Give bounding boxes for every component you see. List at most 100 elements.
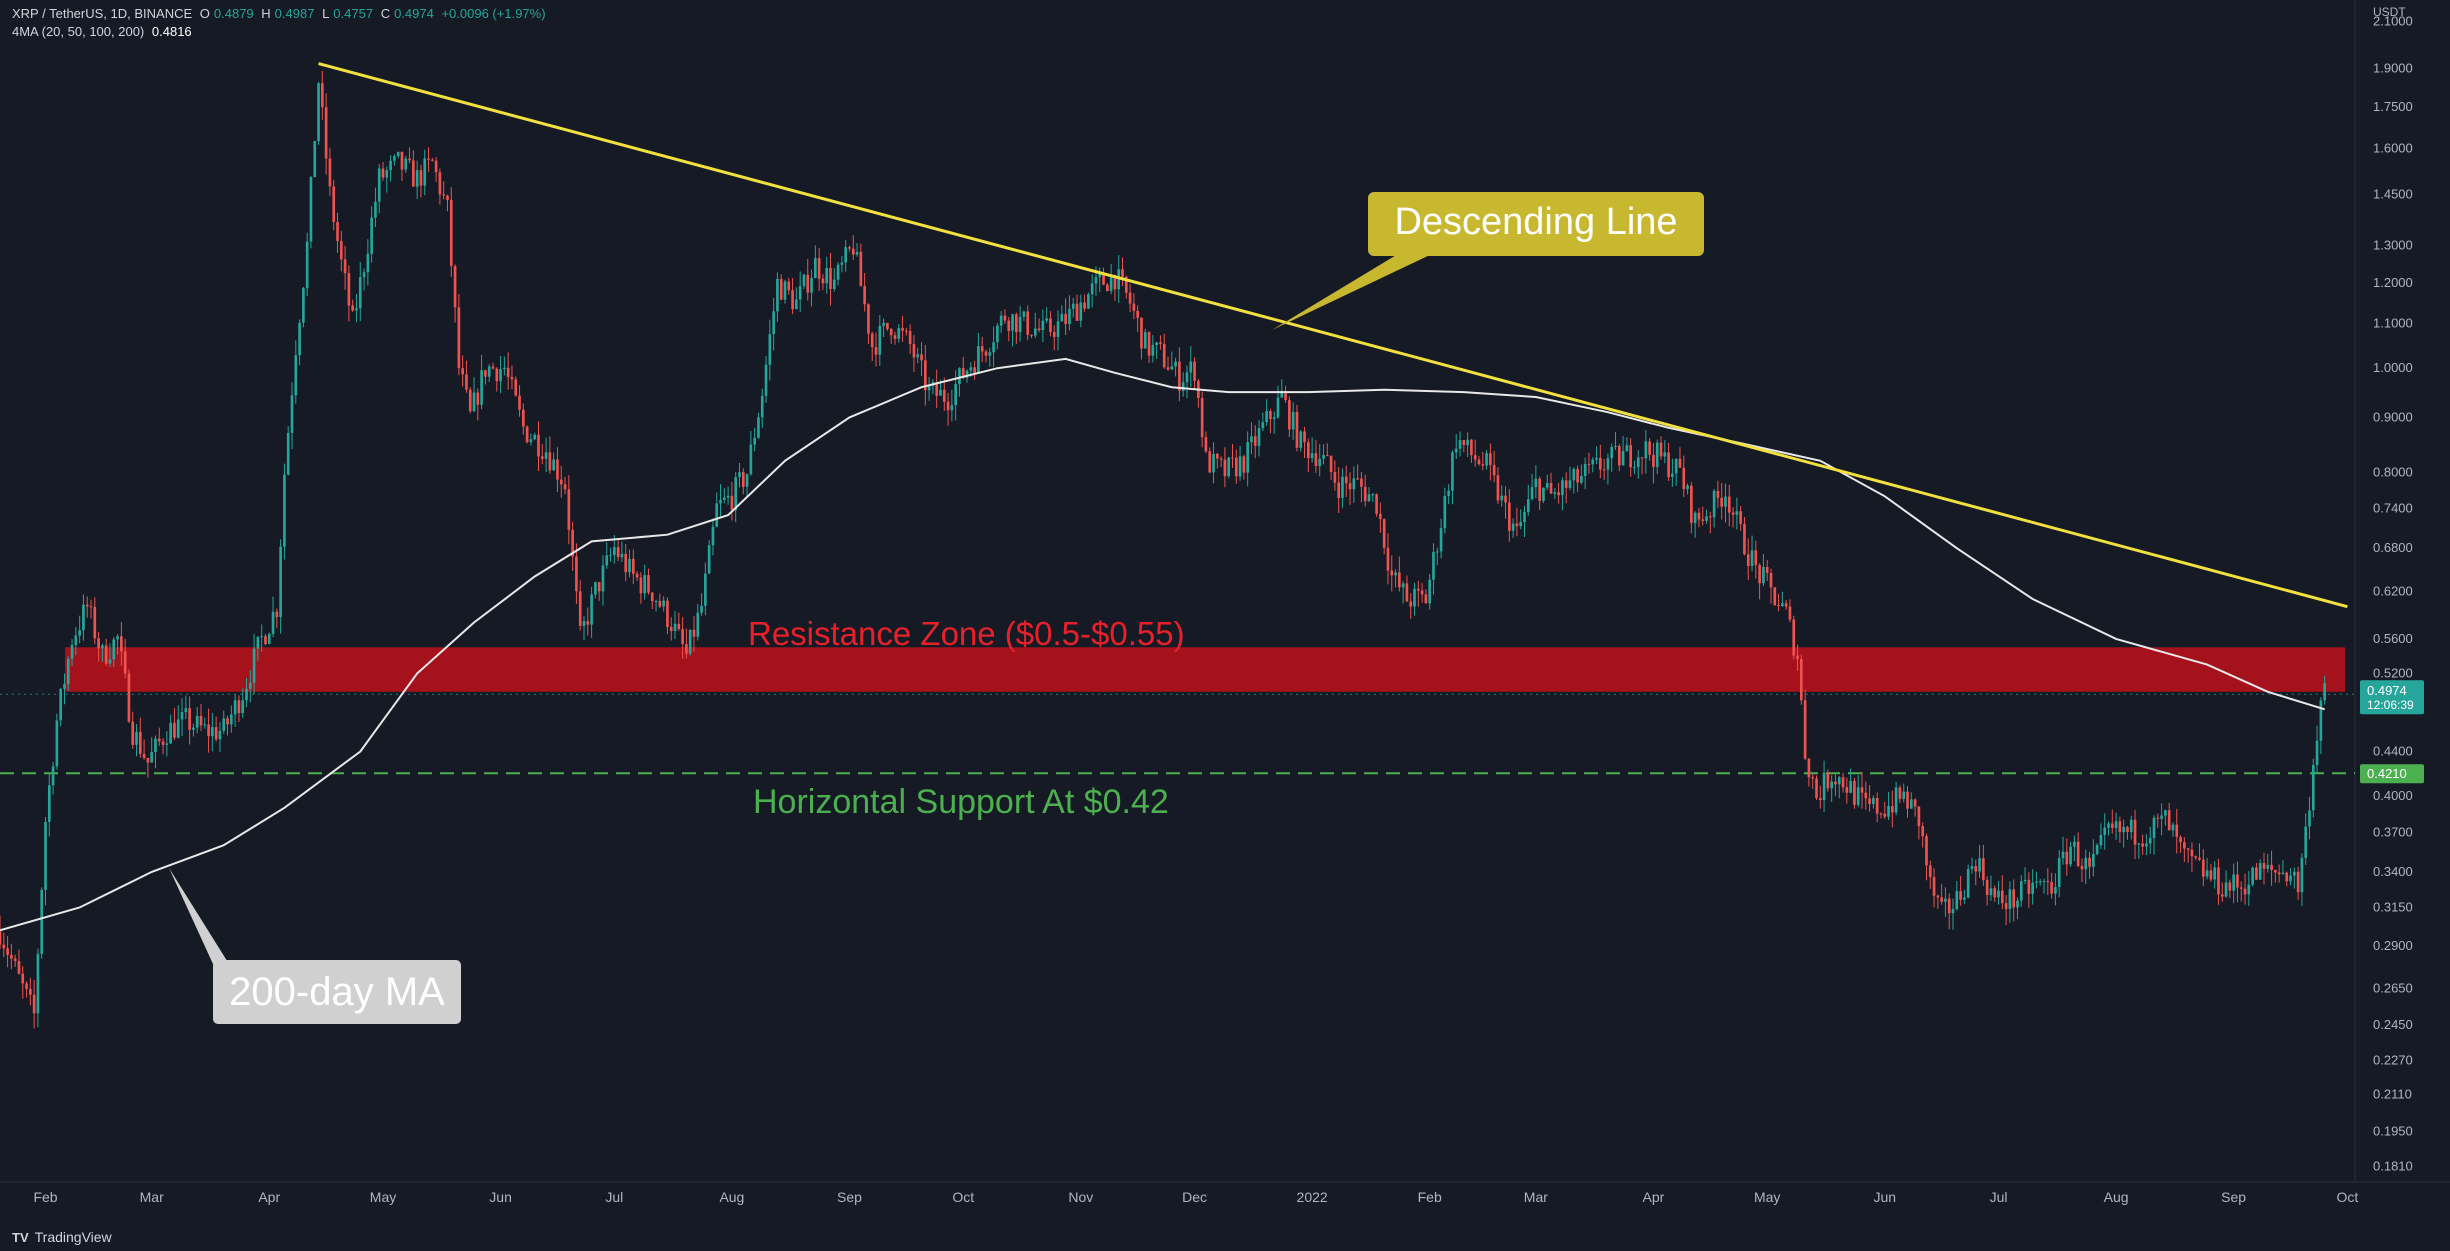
- candles: [0, 70, 2326, 1029]
- price-tick-label: 1.6000: [2373, 141, 2413, 156]
- candle-body: [2262, 863, 2266, 869]
- candle-body: [1564, 480, 1568, 488]
- indicator-legend[interactable]: 4MA (20, 50, 100, 200) 0.4816: [12, 24, 196, 39]
- candle-body: [1045, 318, 1048, 321]
- candle-body: [419, 170, 423, 186]
- candle-body: [2232, 874, 2235, 891]
- symbol-label[interactable]: XRP / TetherUS, 1D, BINANCE: [12, 6, 193, 21]
- ma200-line: [0, 357, 2325, 932]
- candle-body: [207, 724, 210, 737]
- candle-body: [1913, 799, 1917, 807]
- price-tick-label: 1.9000: [2373, 60, 2413, 75]
- candle-body: [2073, 841, 2076, 847]
- candle-body: [817, 258, 821, 279]
- candle-body: [1739, 511, 1742, 524]
- candle-body: [594, 582, 597, 595]
- candle-body: [2300, 857, 2304, 893]
- candle-body: [487, 366, 491, 377]
- candle-body: [2027, 879, 2031, 894]
- price-tick-label: 0.3150: [2373, 900, 2413, 915]
- candle-body: [1860, 787, 1864, 793]
- candle-body: [681, 629, 684, 645]
- candle-body: [112, 639, 116, 660]
- candle-body: [1534, 478, 1538, 488]
- candle-body: [954, 384, 957, 406]
- open-value: 0.4879: [213, 6, 254, 21]
- candle-body: [1458, 440, 1462, 449]
- candle-body: [950, 405, 954, 411]
- candle-body: [1940, 897, 1943, 902]
- candle-body: [2148, 838, 2152, 844]
- candle-body: [977, 346, 980, 373]
- candle-body: [70, 644, 74, 659]
- candle-body: [1322, 455, 1325, 459]
- candle-body: [2266, 864, 2270, 869]
- candle-body: [40, 889, 44, 954]
- candle-body: [472, 392, 476, 412]
- candle-body: [25, 983, 28, 989]
- candle-body: [2281, 872, 2285, 875]
- candle-body: [1894, 787, 1898, 813]
- resistance-zone-label: Resistance Zone ($0.5-$0.55): [748, 615, 1185, 652]
- ma200-callout-box: [213, 960, 461, 1024]
- candle-body: [544, 452, 548, 459]
- candle-body: [768, 334, 772, 365]
- candle-body: [1864, 792, 1868, 799]
- candle-body: [1428, 579, 1432, 604]
- candle-body: [923, 360, 927, 391]
- candle-body: [1200, 397, 1204, 438]
- candle-body: [548, 452, 552, 471]
- candle-body: [1375, 494, 1378, 514]
- candle-body: [749, 444, 753, 475]
- candle-body: [1507, 502, 1511, 531]
- candle-body: [442, 194, 446, 196]
- candle-body: [1932, 877, 1936, 896]
- candle-body: [999, 315, 1003, 326]
- candle-body: [1314, 453, 1318, 466]
- candle-body: [97, 638, 100, 649]
- candle-body: [624, 553, 628, 573]
- candle-body: [138, 731, 142, 754]
- candle-body: [726, 495, 730, 498]
- tradingview-mark-icon: TV: [12, 1229, 29, 1245]
- tradingview-logo[interactable]: TV TradingView: [12, 1229, 112, 1245]
- candle-body: [855, 251, 859, 255]
- candle-body: [1500, 495, 1504, 501]
- candle-body: [1963, 897, 1966, 900]
- candle-body: [734, 477, 738, 510]
- candle-body: [1811, 777, 1815, 779]
- candle-body: [1989, 888, 1993, 896]
- candle-body: [135, 731, 138, 745]
- candle-body: [47, 785, 51, 822]
- candle-body: [2213, 867, 2217, 880]
- candle-body: [2133, 819, 2137, 845]
- candle-body: [1215, 453, 1219, 459]
- descending-callout-pointer: [1272, 254, 1432, 330]
- candle-body: [1879, 813, 1883, 815]
- time-tick-label: May: [1754, 1189, 1780, 1205]
- candle-body: [245, 688, 248, 701]
- time-tick-label: Apr: [1643, 1189, 1665, 1205]
- price-tick-label: 1.3000: [2373, 238, 2413, 253]
- candle-body: [1485, 453, 1488, 466]
- candle-body: [1621, 450, 1625, 466]
- candle-body: [21, 973, 25, 984]
- candle-body: [1295, 411, 1299, 448]
- candle-body: [810, 278, 813, 293]
- ma200-callout-label: 200-day MA: [229, 970, 445, 1014]
- candle-body: [2008, 889, 2012, 910]
- candle-body: [1754, 550, 1758, 566]
- candle-body: [514, 379, 518, 396]
- candle-body: [1329, 455, 1333, 472]
- price-tick-label: 0.4000: [2373, 788, 2413, 803]
- candle-body: [779, 278, 783, 300]
- candle-body: [1162, 344, 1166, 368]
- price-tick-label: 0.3700: [2373, 824, 2413, 839]
- candle-body: [400, 151, 404, 170]
- candle-body: [1071, 303, 1075, 309]
- candle-body: [582, 621, 586, 626]
- candle-body: [908, 330, 912, 345]
- candle-body: [1181, 382, 1185, 391]
- candle-body: [559, 479, 563, 485]
